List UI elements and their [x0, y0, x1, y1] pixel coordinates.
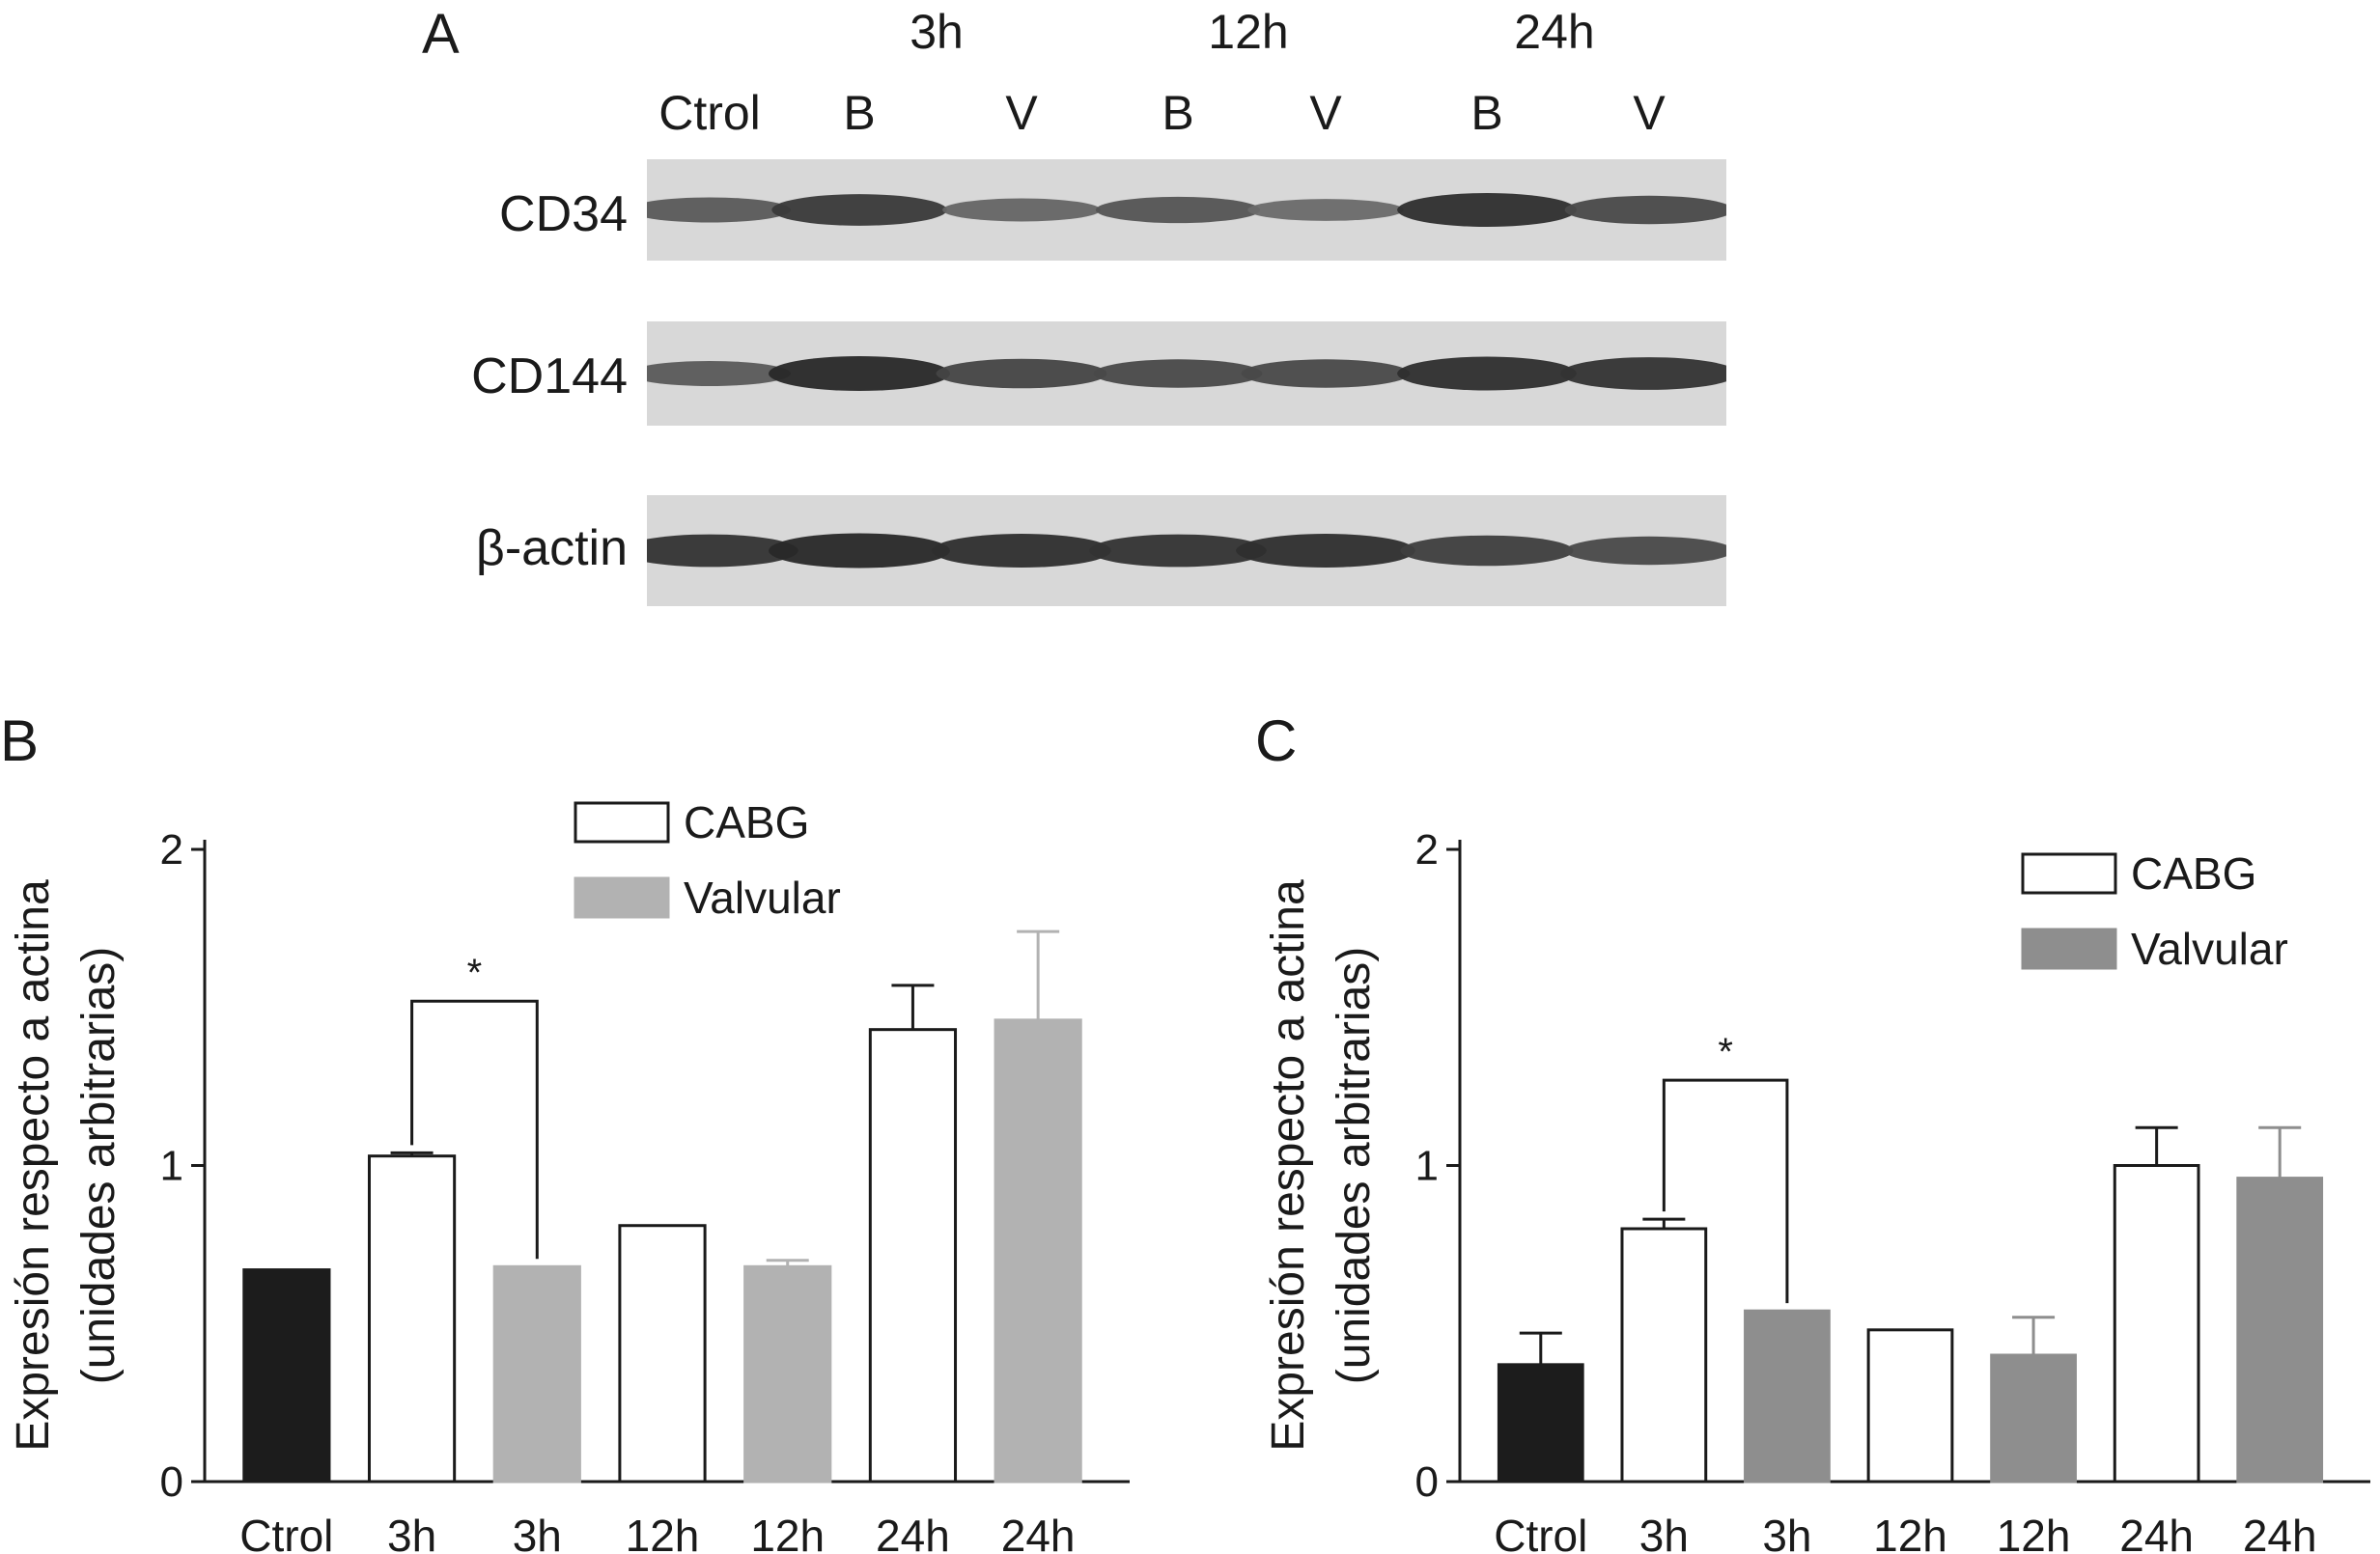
- blot-band: [932, 534, 1111, 568]
- blot-band: [1093, 359, 1263, 388]
- blot-label-cd34: CD34: [499, 186, 628, 242]
- blot-band: [1095, 196, 1261, 224]
- bar: [743, 1264, 832, 1484]
- y-tick-label: 0: [1415, 1458, 1439, 1506]
- legend-swatch-valvular: [2021, 928, 2117, 970]
- significance-bracket: [1662, 1078, 1789, 1304]
- lane-label-24h-v: V: [1633, 86, 1666, 140]
- bar-chart-c: C Expresión respecto a actina (unidades ar…: [1255, 666, 2380, 1554]
- lane-label-ctrol: Ctrol: [658, 86, 761, 140]
- bar: [2113, 1164, 2200, 1484]
- bar: [367, 1154, 457, 1484]
- panel-a-letter: A: [422, 3, 460, 66]
- blot-band: [1560, 357, 1726, 390]
- bar: [1744, 1309, 1831, 1484]
- legend-label-valvular: Valvular: [2131, 924, 2288, 974]
- x-tick-label: 12h: [1873, 1511, 1947, 1554]
- bar: [868, 1028, 958, 1484]
- significance-bracket: [410, 999, 539, 1260]
- blot-band: [647, 534, 798, 568]
- legend-label-valvular: Valvular: [684, 873, 841, 923]
- blot-band: [1564, 536, 1726, 566]
- western-blot-panel: A 3h 12h 24h Ctrol B V B V B V CD34 CD14…: [0, 0, 2380, 618]
- legend-label-cabg: CABG: [2131, 848, 2256, 899]
- time-label-12h: 12h: [1208, 5, 1289, 59]
- blot-band: [1236, 534, 1415, 568]
- bar: [1497, 1363, 1584, 1484]
- blot-band: [1400, 535, 1574, 567]
- blot-image-cd144: [647, 321, 1726, 426]
- blot-band: [647, 197, 792, 223]
- lane-label-3h-v: V: [1005, 86, 1038, 140]
- legend-label-cabg: CABG: [684, 797, 809, 847]
- x-tick-label: 24h: [876, 1511, 950, 1554]
- y-tick-label: 2: [160, 826, 183, 874]
- y-tick-label: 2: [1415, 826, 1439, 874]
- x-tick-label: 3h: [1762, 1511, 1811, 1554]
- lane-label-24h-b: B: [1470, 86, 1503, 140]
- bar: [1620, 1227, 1708, 1484]
- time-label-3h: 3h: [910, 5, 964, 59]
- time-label-24h: 24h: [1514, 5, 1595, 59]
- bar: [1866, 1328, 1954, 1484]
- significance-label: *: [467, 952, 483, 994]
- bar-chart-b: B Expresión respecto a actina (unidades ar…: [0, 666, 1139, 1554]
- bar: [2236, 1177, 2324, 1484]
- blot-band: [1397, 193, 1577, 227]
- blot-image-beta-actin: [647, 495, 1726, 606]
- blot-strip-cd144: [647, 321, 1726, 426]
- panel-letter: C: [1255, 708, 1297, 773]
- blot-band: [769, 356, 950, 391]
- x-tick-label: 3h: [513, 1511, 562, 1554]
- x-tick-label: 12h: [626, 1511, 700, 1554]
- y-axis-label: Expresión respecto a actina: [1263, 879, 1314, 1452]
- y-axis-label-units: (unidades arbitrarias): [73, 947, 125, 1385]
- y-tick-label: 0: [160, 1458, 183, 1506]
- x-tick-label: 12h: [1997, 1511, 2071, 1554]
- blot-band: [1089, 534, 1267, 568]
- bar: [1990, 1353, 2077, 1484]
- legend-swatch-cabg: [2021, 852, 2117, 895]
- lane-label-3h-b: B: [843, 86, 876, 140]
- blot-strip-beta-actin: [647, 495, 1726, 606]
- blot-band: [1247, 199, 1404, 221]
- x-tick-label: 12h: [750, 1511, 825, 1554]
- blot-band: [771, 194, 947, 226]
- bar: [994, 1018, 1082, 1484]
- significance-label: *: [1718, 1031, 1733, 1073]
- bar: [242, 1268, 331, 1484]
- bar: [492, 1264, 581, 1484]
- x-tick-label: 24h: [1001, 1511, 1076, 1554]
- y-tick-label: 1: [160, 1143, 183, 1190]
- y-tick-label: 1: [1415, 1143, 1439, 1190]
- blot-band: [1397, 356, 1577, 391]
- x-tick-label: 3h: [1639, 1511, 1689, 1554]
- panel-letter: B: [0, 708, 39, 773]
- blot-image-cd34: [647, 159, 1726, 261]
- blot-band: [647, 360, 792, 387]
- blot-label-beta-actin: β-actin: [475, 520, 628, 576]
- blot-band: [1241, 359, 1411, 388]
- blot-band: [942, 198, 1101, 222]
- x-tick-label: Ctrol: [239, 1511, 333, 1554]
- blot-band: [936, 358, 1107, 389]
- y-axis-label-units: (unidades arbitrarias): [1329, 947, 1380, 1385]
- x-tick-label: 24h: [2243, 1511, 2317, 1554]
- x-tick-label: Ctrol: [1494, 1511, 1587, 1554]
- bar-chart-b-svg: B Expresión respecto a actina (unidades ar…: [0, 708, 1130, 1554]
- y-axis-label: Expresión respecto a actina: [8, 879, 59, 1452]
- lane-label-12h-v: V: [1309, 86, 1342, 140]
- bar-chart-c-svg: C Expresión respecto a actina (unidades ar…: [1255, 708, 2370, 1554]
- lane-label-12h-b: B: [1162, 86, 1194, 140]
- bar: [618, 1224, 707, 1484]
- legend-swatch-cabg: [574, 801, 670, 844]
- blot-band: [769, 533, 950, 569]
- blot-label-cd144: CD144: [471, 348, 628, 404]
- blot-band: [1564, 195, 1726, 225]
- legend-swatch-valvular: [574, 876, 670, 919]
- blot-strip-cd34: [647, 159, 1726, 261]
- x-tick-label: 24h: [2119, 1511, 2194, 1554]
- x-tick-label: 3h: [387, 1511, 436, 1554]
